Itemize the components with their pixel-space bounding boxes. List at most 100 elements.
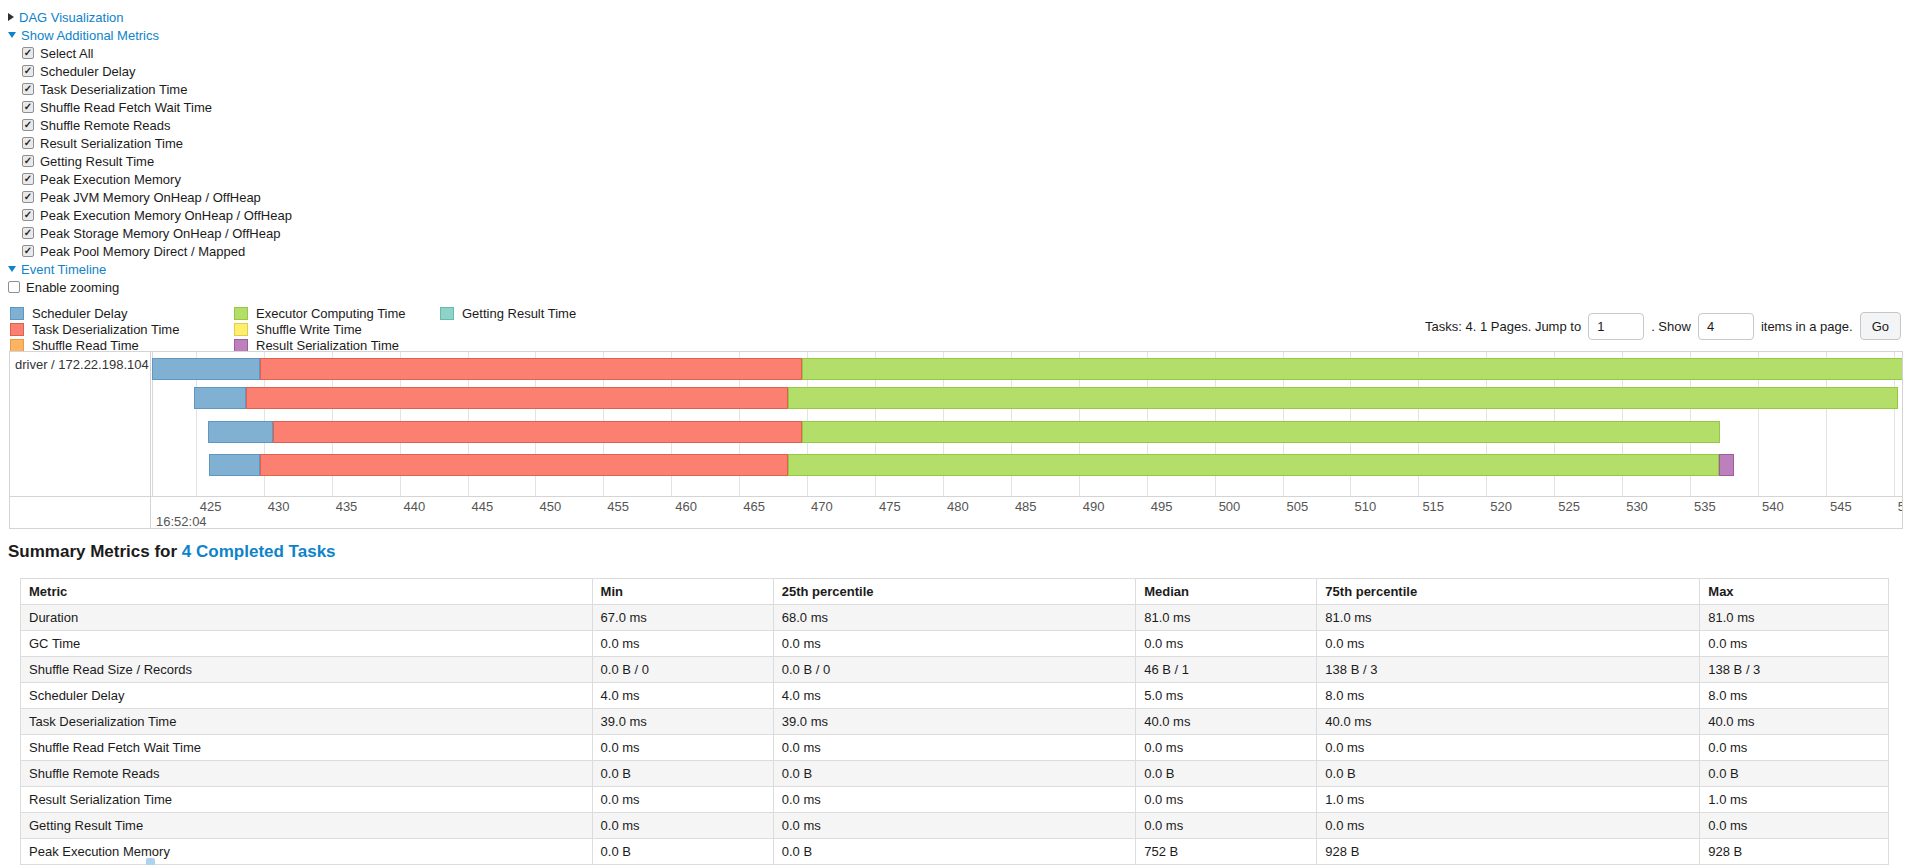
metric-checkbox-1[interactable] [22,65,34,77]
metric-value-cell: 0.0 B [1317,761,1700,787]
metric-value-cell: 0.0 ms [773,735,1135,761]
metric-checkbox-0[interactable] [22,47,34,59]
axis-tick-label: 490 [1079,499,1105,514]
task-bar-segment-task_deserialization[interactable] [246,387,788,409]
table-header-row: MetricMin25th percentileMedian75th perce… [21,579,1889,605]
table-row: Task Deserialization Time39.0 ms39.0 ms4… [21,709,1889,735]
metric-name-cell: GC Time [21,631,593,657]
metric-value-cell: 0.0 B [592,839,773,865]
metric-checkbox-7[interactable] [22,173,34,185]
axis-separator [10,496,1902,497]
metric-value-cell: 81.0 ms [1317,605,1700,631]
task-bar-segment-task_deserialization[interactable] [273,421,801,443]
task-bar-segment-executor_computing[interactable] [802,421,1720,443]
metric-checkbox-label: Peak Execution Memory [40,172,181,187]
metric-checkbox-4[interactable] [22,119,34,131]
table-row: Peak Execution Memory0.0 B0.0 B752 B928 … [21,839,1889,865]
metric-checkbox-3[interactable] [22,101,34,113]
metric-name-cell: Shuffle Read Fetch Wait Time [21,735,593,761]
metric-name-cell: Task Deserialization Time [21,709,593,735]
column-header: Max [1700,579,1889,605]
metric-checkbox-label: Peak Execution Memory OnHeap / OffHeap [40,208,292,223]
task-bar-segment-scheduler_delay[interactable] [194,387,246,409]
task-bar-segment-executor_computing[interactable] [802,358,1902,380]
table-row: Result Serialization Time0.0 ms0.0 ms0.0… [21,787,1889,813]
metric-value-cell: 0.0 B [1136,761,1317,787]
metric-checkbox-row: Peak Pool Memory Direct / Mapped [8,242,1907,260]
metric-checkbox-6[interactable] [22,155,34,167]
table-row: GC Time0.0 ms0.0 ms0.0 ms0.0 ms0.0 ms [21,631,1889,657]
task-bar-segment-scheduler_delay[interactable] [208,421,273,443]
metric-value-cell: 0.0 B [592,761,773,787]
metric-checkbox-label: Peak JVM Memory OnHeap / OffHeap [40,190,261,205]
task-bar-segment-scheduler_delay[interactable] [209,454,259,476]
summary-metrics-table: MetricMin25th percentileMedian75th perce… [20,578,1889,865]
metric-value-cell: 8.0 ms [1317,683,1700,709]
axis-tick-label: 440 [400,499,426,514]
metric-value-cell: 0.0 ms [1136,787,1317,813]
metric-value-cell: 5.0 ms [1136,683,1317,709]
metric-value-cell: 67.0 ms [592,605,773,631]
metric-name-cell: Result Serialization Time [21,787,593,813]
metric-checkbox-8[interactable] [22,191,34,203]
collapsed-arrow-icon[interactable] [8,13,14,21]
go-button[interactable]: Go [1860,312,1901,340]
legend-label: Shuffle Write Time [256,322,362,337]
metric-checkbox-5[interactable] [22,137,34,149]
axis-major-label: 16:52:04 [152,514,207,528]
metric-checkbox-9[interactable] [22,209,34,221]
metric-checkbox-11[interactable] [22,245,34,257]
task-bar-segment-scheduler_delay[interactable] [152,358,259,380]
show-additional-metrics-toggle[interactable]: Show Additional Metrics [8,26,1907,44]
summary-metrics-title: Summary Metrics for 4 Completed Tasks [8,541,1907,563]
metric-value-cell: 0.0 ms [1317,813,1700,839]
task-bar-segment-executor_computing[interactable] [788,387,1898,409]
metric-value-cell: 0.0 ms [773,631,1135,657]
task-bar-segment-result_serialization[interactable] [1719,454,1734,476]
jump-to-page-input[interactable] [1588,313,1644,340]
metric-value-cell: 0.0 ms [592,813,773,839]
event-timeline-toggle[interactable]: Event Timeline [8,260,1907,278]
expanded-arrow-icon[interactable] [8,266,16,272]
metric-checkbox-2[interactable] [22,83,34,95]
items-per-page-label: items in a page. [1761,319,1853,334]
dag-visualization-link[interactable]: DAG Visualization [19,10,124,25]
event-timeline-link[interactable]: Event Timeline [21,262,106,277]
enable-zooming-checkbox[interactable] [8,281,20,293]
table-row: Getting Result Time0.0 ms0.0 ms0.0 ms0.0… [21,813,1889,839]
metric-value-cell: 40.0 ms [1317,709,1700,735]
completed-tasks-count: 4 Completed Tasks [182,542,336,561]
metric-value-cell: 40.0 ms [1700,709,1889,735]
axis-tick-label: 495 [1147,499,1173,514]
metric-checkbox-10[interactable] [22,227,34,239]
metric-checkbox-row: Peak Execution Memory [8,170,1907,188]
metric-value-cell: 1.0 ms [1700,787,1889,813]
metric-checkbox-label: Task Deserialization Time [40,82,187,97]
metric-value-cell: 0.0 B [773,839,1135,865]
expanded-arrow-icon[interactable] [8,32,16,38]
column-header: Median [1136,579,1317,605]
axis-tick-label: 450 [535,499,561,514]
axis-tick-label: 505 [1283,499,1309,514]
metric-value-cell: 0.0 ms [1317,631,1700,657]
axis-tick-label: 430 [264,499,290,514]
metric-name-cell: Shuffle Read Size / Records [21,657,593,683]
task-bar-segment-task_deserialization[interactable] [260,454,788,476]
event-timeline-chart: driver / 172.22.198.104 4254304354404454… [9,351,1903,529]
legend-label: Getting Result Time [462,306,576,321]
metric-value-cell: 68.0 ms [773,605,1135,631]
table-row: Shuffle Read Size / Records0.0 B / 00.0 … [21,657,1889,683]
task-bar-segment-task_deserialization[interactable] [260,358,802,380]
items-per-page-input[interactable] [1698,313,1754,340]
metric-checkbox-row: Task Deserialization Time [8,80,1907,98]
metric-name-cell: Peak Execution Memory [21,839,593,865]
dag-visualization-toggle[interactable]: DAG Visualization [8,8,1907,26]
task-bar-segment-executor_computing[interactable] [788,454,1719,476]
legend-swatch-shuffle_write [234,323,248,336]
metric-checkbox-row: Peak Storage Memory OnHeap / OffHeap [8,224,1907,242]
show-additional-metrics-link[interactable]: Show Additional Metrics [21,28,159,43]
legend-swatch-getting_result [440,307,454,320]
metric-value-cell: 81.0 ms [1136,605,1317,631]
metric-value-cell: 138 B / 3 [1317,657,1700,683]
metric-value-cell: 0.0 ms [1136,631,1317,657]
